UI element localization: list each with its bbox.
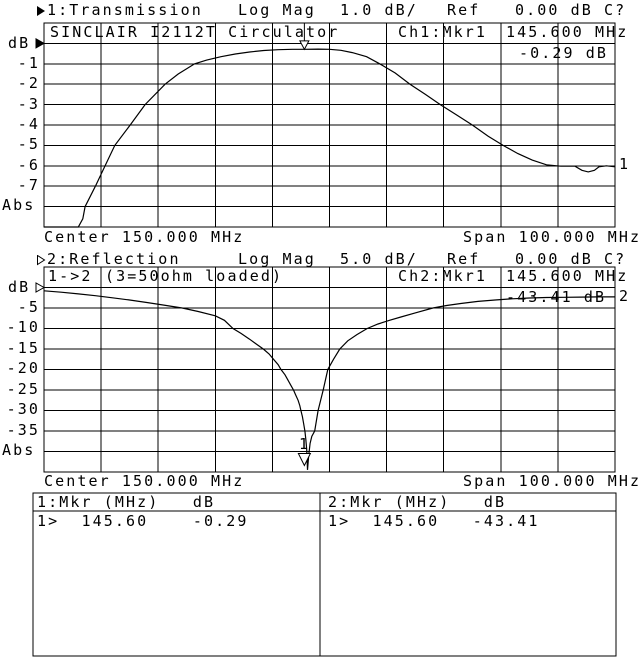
ch2-ref-pointer [35, 282, 46, 293]
ch1-ref-label: Ref [447, 1, 481, 19]
ch2-ref-label: Ref [447, 250, 481, 268]
ch2-scale: 5.0 dB/ [340, 250, 418, 268]
ch1-ytick: -2 [17, 74, 40, 92]
ch1-ytick: -5 [17, 135, 40, 153]
ch1-grid [43, 22, 616, 228]
ch2-marker-readout-channel: Ch2:Mkr1 [398, 267, 488, 285]
marker-table-header-ch1: 1:Mkr (MHz) dB [37, 493, 216, 511]
ch2-trace-number: 2 [619, 287, 631, 305]
ch2-y-unit: dB [8, 278, 31, 296]
ch2-grid [43, 266, 616, 473]
ch2-ref-value: 0.00 dB [515, 250, 593, 268]
ch2-span-freq: Span 100.000 MHz [463, 472, 640, 490]
ch1-y-unit: dB [8, 34, 31, 52]
ch1-marker-readout-channel: Ch1:Mkr1 [398, 23, 488, 41]
ch1-trace-number: 1 [619, 155, 631, 173]
ch2-ytick: -30 [6, 400, 40, 418]
ch2-marker-number: 1 [299, 435, 311, 453]
ch1-cal-status: C? [604, 1, 627, 19]
ch1-marker-readout-value: -0.29 dB [519, 44, 609, 62]
marker-table-row-ch1[interactable]: 1> 145.60 -0.29 [37, 512, 249, 530]
ch1-trace [44, 48, 616, 228]
ch2-marker-symbol [297, 452, 312, 467]
ch2-ytick: -25 [6, 380, 40, 398]
ch1-ytick: -4 [17, 115, 40, 133]
marker-table-borders [32, 492, 617, 657]
ch2-trace [43, 290, 615, 470]
ch2-ytick: -20 [6, 359, 40, 377]
ch2-ytick: -5 [17, 298, 40, 316]
ch1-ytick: -3 [17, 95, 40, 113]
ch2-ytick: -15 [6, 339, 40, 357]
ch1-ytick: -7 [17, 176, 40, 194]
marker-table-header-ch2: 2:Mkr (MHz) dB [328, 493, 507, 511]
ch1-center-freq: Center 150.000 MHz [44, 228, 245, 246]
ch1-ref-pointer [35, 38, 46, 49]
ch1-scale: 1.0 dB/ [340, 1, 418, 19]
ch1-abs-label: Abs [2, 196, 36, 214]
ch2-marker-readout-freq: 145.600 MHz [506, 267, 629, 285]
ch2-cal-status: C? [604, 250, 627, 268]
ch2-ytick: -35 [6, 421, 40, 439]
ch1-annunciator: 1:Transmission [47, 1, 203, 19]
ch2-marker-readout-value: -43.41 dB [506, 288, 607, 306]
ch1-ytick: -1 [17, 54, 40, 72]
ch1-marker-readout-freq: 145.600 MHz [506, 23, 629, 41]
ch2-title-note: (3=50ohm loaded) [105, 267, 284, 285]
ch2-center-freq: Center 150.000 MHz [44, 472, 245, 490]
ch2-ytick: -10 [6, 318, 40, 336]
ch1-marker-symbol [299, 23, 310, 51]
channel2-inactive-icon [37, 255, 46, 266]
ch1-format: Log Mag [238, 1, 316, 19]
ch1-ytick: -6 [17, 156, 40, 174]
ch2-format: Log Mag [238, 250, 316, 268]
ch2-annunciator: 2:Reflection [47, 250, 181, 268]
channel1-active-icon [37, 6, 45, 16]
ch2-abs-label: Abs [2, 441, 36, 459]
ch2-title-ports: 1->2 [48, 267, 93, 285]
marker-table-row-ch2[interactable]: 1> 145.60 -43.41 [328, 512, 540, 530]
ch1-ref-value: 0.00 dB [515, 1, 593, 19]
ch1-span-freq: Span 100.000 MHz [463, 228, 640, 246]
ch1-title: SINCLAIR I2112T Circulator [50, 23, 340, 41]
